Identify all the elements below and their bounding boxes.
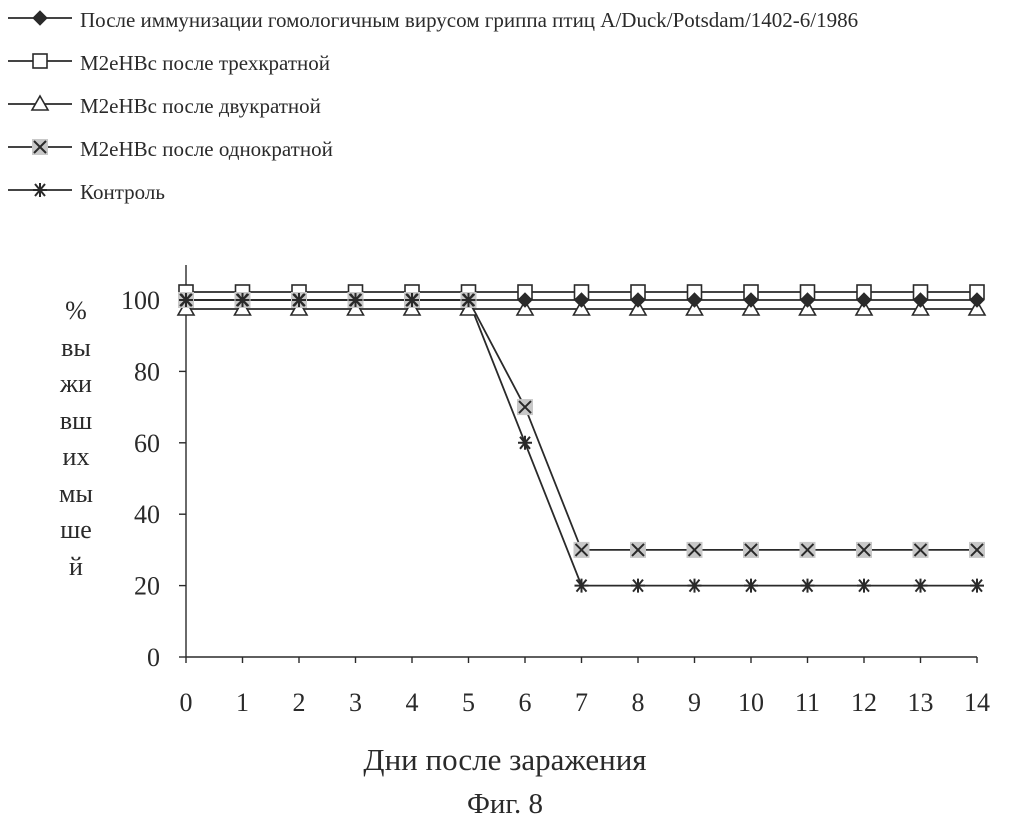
x-tick-label: 11 bbox=[795, 688, 820, 717]
data-point-x bbox=[517, 399, 533, 415]
data-point-star bbox=[179, 293, 193, 307]
x-tick-label: 2 bbox=[293, 688, 306, 717]
x-tick-label: 14 bbox=[964, 688, 990, 717]
data-point-x bbox=[743, 542, 759, 558]
data-point-star bbox=[236, 293, 250, 307]
x-tick-label: 3 bbox=[349, 688, 362, 717]
data-point-star bbox=[857, 579, 871, 593]
data-point-star bbox=[292, 293, 306, 307]
data-point-star bbox=[688, 579, 702, 593]
data-point-star bbox=[405, 293, 419, 307]
x-tick-label: 7 bbox=[575, 688, 588, 717]
x-tick-label: 9 bbox=[688, 688, 701, 717]
data-point-x bbox=[574, 542, 590, 558]
figure-caption: Фиг. 8 bbox=[0, 788, 1010, 821]
data-point-star bbox=[914, 579, 928, 593]
data-point-x bbox=[913, 542, 929, 558]
data-point-star bbox=[462, 293, 476, 307]
y-tick-label: 80 bbox=[134, 357, 160, 386]
series-markers-x bbox=[178, 292, 985, 558]
x-tick-label: 12 bbox=[851, 688, 877, 717]
y-tick-label: 40 bbox=[134, 500, 160, 529]
x-tick-label: 6 bbox=[519, 688, 532, 717]
data-point-star bbox=[575, 579, 589, 593]
x-tick-label: 5 bbox=[462, 688, 475, 717]
data-point-x bbox=[687, 542, 703, 558]
y-tick-label: 20 bbox=[134, 572, 160, 601]
x-tick-label: 8 bbox=[632, 688, 645, 717]
x-tick-label: 0 bbox=[180, 688, 193, 717]
x-tick-label: 4 bbox=[406, 688, 419, 717]
series-line-x bbox=[186, 300, 977, 550]
x-tick-label: 13 bbox=[908, 688, 934, 717]
data-point-x bbox=[969, 542, 985, 558]
y-tick-label: 0 bbox=[147, 643, 160, 672]
data-point-star bbox=[631, 579, 645, 593]
data-point-star bbox=[801, 579, 815, 593]
data-point-star bbox=[349, 293, 363, 307]
data-point-x bbox=[800, 542, 816, 558]
data-point-star bbox=[744, 579, 758, 593]
y-tick-label: 60 bbox=[134, 429, 160, 458]
x-tick-label: 10 bbox=[738, 688, 764, 717]
data-point-star bbox=[518, 436, 532, 450]
data-point-x bbox=[856, 542, 872, 558]
line-chart: 02040608010001234567891011121314 bbox=[0, 0, 1010, 740]
y-tick-label: 100 bbox=[121, 286, 160, 315]
data-point-x bbox=[630, 542, 646, 558]
data-point-star bbox=[970, 579, 984, 593]
x-axis-title: Дни после заражения bbox=[0, 742, 1010, 778]
x-tick-label: 1 bbox=[236, 688, 249, 717]
